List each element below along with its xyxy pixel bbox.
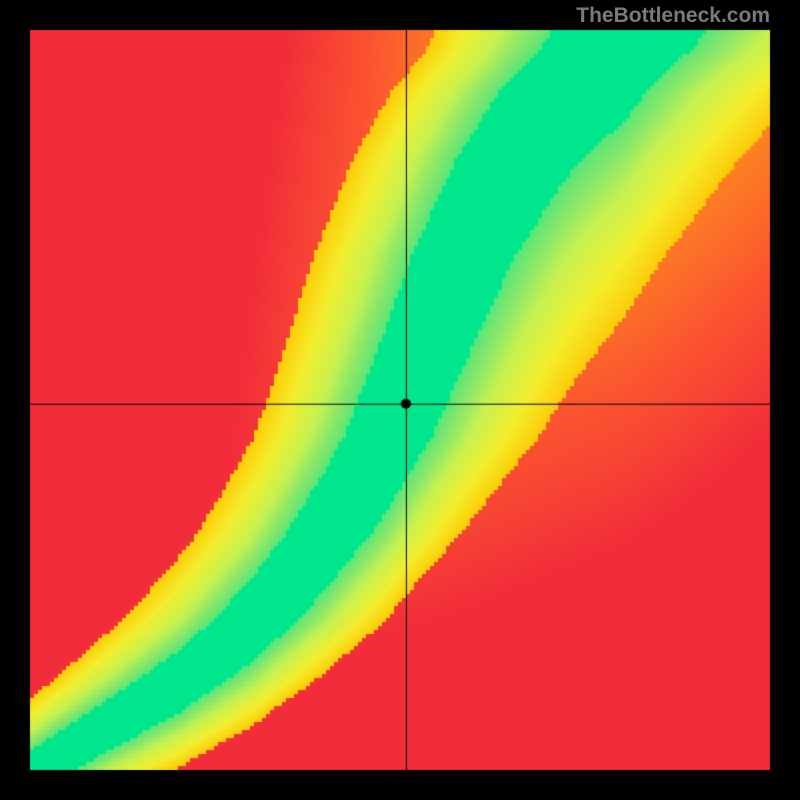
watermark-text: TheBottleneck.com [576, 4, 770, 28]
bottleneck-heatmap [0, 0, 800, 800]
